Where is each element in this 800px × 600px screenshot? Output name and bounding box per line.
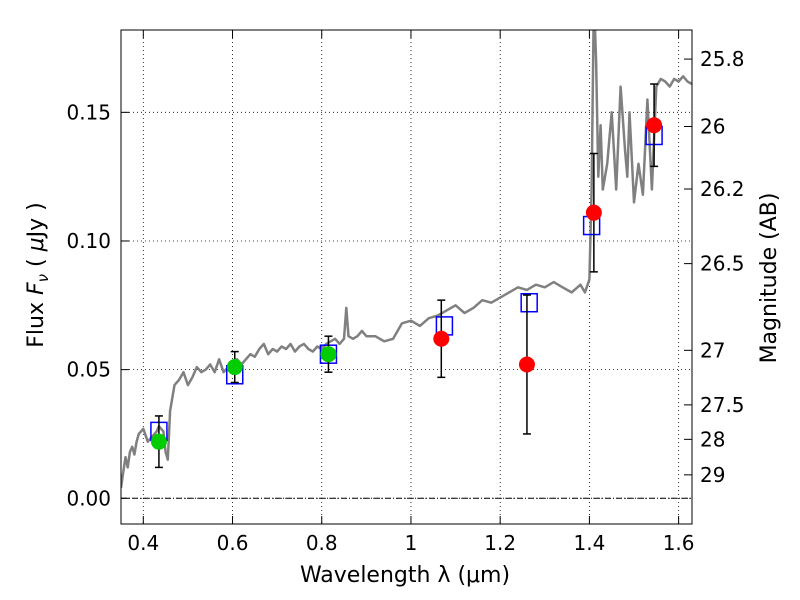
grid	[121, 30, 692, 524]
right-tick-label: 27.5	[700, 393, 745, 417]
x-tick-label: 0.8	[306, 531, 338, 555]
axis-ticks: 0.4 0.6 0.8 1 1.2 1.4 1.6 0.00 0.05 0.10 0.15 25.8 2…	[66, 30, 745, 555]
x-tick-label: 0.6	[217, 531, 249, 555]
ground-flux-point	[226, 359, 243, 376]
model-flux-markers	[150, 125, 663, 442]
right-tick-label: 28	[700, 427, 725, 451]
right-tick-label: 29	[700, 463, 725, 487]
y-axis-label: Flux Fν ( μJy )	[24, 202, 52, 347]
ground-flux-point	[150, 433, 167, 450]
sed-model-line	[121, 30, 692, 489]
observed-flux-markers	[150, 83, 663, 469]
space-flux-point	[585, 204, 602, 221]
x-tick-label: 1.2	[484, 531, 516, 555]
right-tick-label: 26.2	[700, 177, 745, 201]
y-tick-label: 0.05	[66, 358, 111, 382]
right-tick-label: 25.8	[700, 47, 745, 71]
y-tick-label: 0.00	[66, 486, 111, 510]
x-axis-label: Wavelength λ (μm)	[300, 563, 510, 588]
right-tick-label: 26	[700, 114, 725, 138]
x-tick-label: 1.4	[573, 531, 605, 555]
model-flux-square	[520, 292, 538, 313]
right-tick-label: 26.5	[700, 252, 745, 276]
space-flux-point	[518, 356, 535, 373]
y-label-symbol: F	[24, 282, 49, 295]
y-tick-label: 0.15	[66, 100, 111, 124]
y-label-subscript: ν	[34, 274, 52, 282]
x-tick-label: 1.6	[663, 531, 695, 555]
x-tick-label: 0.4	[127, 531, 159, 555]
plot-frame	[120, 29, 693, 525]
x-tick-label: 1	[405, 531, 418, 555]
ground-flux-point	[320, 346, 337, 363]
y-tick-label: 0.10	[66, 229, 111, 253]
space-flux-point	[433, 330, 450, 347]
right-axis-label: Magnitude (AB)	[757, 193, 782, 364]
y-label-part: Jy )	[24, 202, 49, 239]
y-label-part: Flux	[24, 295, 49, 348]
right-tick-label: 27	[700, 338, 725, 362]
y-label-part: (	[24, 251, 49, 274]
space-flux-point	[646, 117, 663, 134]
y-label-mu: μ	[24, 237, 49, 252]
